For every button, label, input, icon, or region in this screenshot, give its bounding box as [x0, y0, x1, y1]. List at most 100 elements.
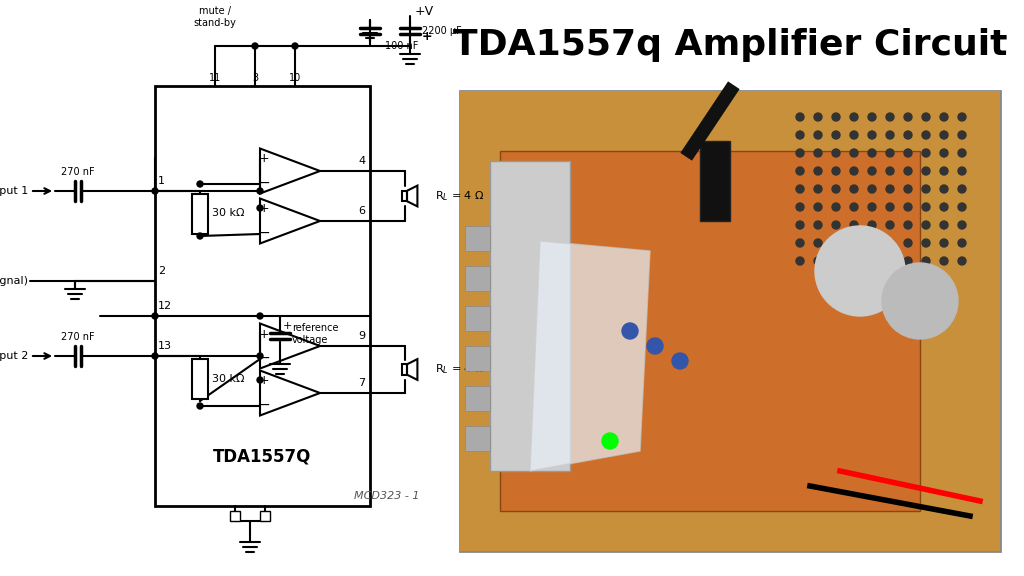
Circle shape — [868, 167, 876, 175]
Circle shape — [257, 188, 263, 194]
Circle shape — [886, 167, 894, 175]
Circle shape — [814, 131, 822, 139]
Circle shape — [814, 149, 822, 157]
Circle shape — [257, 313, 263, 319]
Circle shape — [958, 131, 966, 139]
Circle shape — [197, 181, 203, 187]
Text: TDA1557Q: TDA1557Q — [213, 447, 311, 465]
Circle shape — [850, 239, 858, 247]
Text: +: + — [259, 328, 269, 340]
Circle shape — [831, 239, 840, 247]
Text: TDA1557q Amplifier Circuit: TDA1557q Amplifier Circuit — [453, 28, 1008, 62]
Polygon shape — [465, 226, 490, 251]
Circle shape — [904, 149, 912, 157]
Circle shape — [814, 113, 822, 121]
Circle shape — [796, 167, 804, 175]
Circle shape — [922, 239, 930, 247]
Circle shape — [257, 205, 263, 211]
Circle shape — [940, 257, 948, 265]
Bar — [155, 86, 370, 506]
Circle shape — [868, 131, 876, 139]
Text: 4: 4 — [358, 156, 366, 166]
Circle shape — [850, 203, 858, 211]
Circle shape — [796, 239, 804, 247]
Circle shape — [922, 167, 930, 175]
Circle shape — [796, 131, 804, 139]
Text: 270 nF: 270 nF — [61, 167, 95, 177]
Circle shape — [904, 203, 912, 211]
Circle shape — [831, 257, 840, 265]
Circle shape — [197, 403, 203, 409]
Circle shape — [958, 221, 966, 229]
Circle shape — [922, 149, 930, 157]
Text: +: + — [259, 153, 269, 165]
Circle shape — [958, 149, 966, 157]
Circle shape — [602, 433, 618, 449]
Circle shape — [257, 377, 263, 383]
Circle shape — [922, 221, 930, 229]
Text: +: + — [283, 321, 293, 331]
Circle shape — [850, 221, 858, 229]
Bar — [260, 511, 270, 521]
Circle shape — [850, 149, 858, 157]
Circle shape — [814, 239, 822, 247]
Circle shape — [850, 131, 858, 139]
Bar — [193, 194, 208, 233]
Circle shape — [831, 203, 840, 211]
Text: 5: 5 — [231, 511, 239, 521]
Bar — [700, 141, 730, 221]
Circle shape — [868, 185, 876, 193]
Bar — [401, 191, 407, 201]
Polygon shape — [465, 346, 490, 371]
Circle shape — [958, 185, 966, 193]
Text: 3: 3 — [252, 73, 258, 83]
Text: R$_L$ = 4 Ω: R$_L$ = 4 Ω — [435, 189, 484, 203]
Circle shape — [868, 221, 876, 229]
Text: mute /
stand-by: mute / stand-by — [194, 6, 237, 28]
Circle shape — [868, 149, 876, 157]
Circle shape — [815, 226, 905, 316]
Text: 6: 6 — [358, 206, 365, 216]
Circle shape — [958, 167, 966, 175]
Bar — [490, 161, 570, 471]
Circle shape — [922, 203, 930, 211]
Circle shape — [814, 167, 822, 175]
Circle shape — [622, 323, 638, 339]
Text: −: − — [258, 176, 269, 190]
Circle shape — [922, 185, 930, 193]
Circle shape — [814, 203, 822, 211]
Circle shape — [940, 221, 948, 229]
Text: 270 nF: 270 nF — [61, 332, 95, 342]
Circle shape — [868, 203, 876, 211]
Text: ground (signal): ground (signal) — [0, 276, 28, 286]
Bar — [193, 358, 208, 399]
Polygon shape — [465, 386, 490, 411]
Circle shape — [904, 185, 912, 193]
Text: MCD323 - 1: MCD323 - 1 — [354, 491, 420, 501]
Circle shape — [647, 338, 663, 354]
Circle shape — [831, 221, 840, 229]
Text: −: − — [258, 351, 269, 365]
Bar — [230, 511, 240, 521]
Text: 2: 2 — [158, 266, 165, 276]
Text: input 1: input 1 — [0, 186, 28, 196]
Circle shape — [850, 167, 858, 175]
Text: 30 kΩ: 30 kΩ — [212, 209, 245, 218]
Circle shape — [940, 113, 948, 121]
Circle shape — [940, 203, 948, 211]
Circle shape — [152, 188, 158, 194]
Circle shape — [868, 257, 876, 265]
Circle shape — [831, 149, 840, 157]
Circle shape — [922, 257, 930, 265]
Circle shape — [292, 43, 298, 49]
Circle shape — [796, 185, 804, 193]
Circle shape — [882, 263, 958, 339]
Text: 9: 9 — [358, 331, 366, 341]
Circle shape — [796, 113, 804, 121]
Circle shape — [672, 353, 688, 369]
Circle shape — [850, 257, 858, 265]
Text: 1: 1 — [158, 176, 165, 186]
Circle shape — [886, 257, 894, 265]
Circle shape — [831, 113, 840, 121]
Circle shape — [796, 221, 804, 229]
